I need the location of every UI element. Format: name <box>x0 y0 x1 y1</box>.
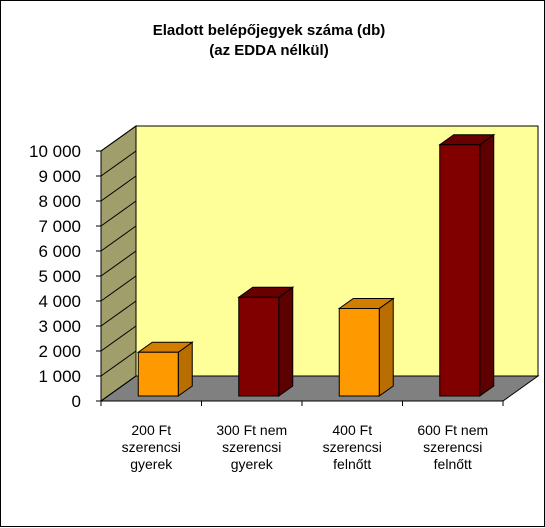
bar-front <box>338 308 380 397</box>
y-tick-label: 6 000 <box>38 242 81 261</box>
chart-title: Eladott belépőjegyek száma (db) <box>153 22 386 39</box>
y-gridline <box>100 350 137 377</box>
bars <box>136 133 496 397</box>
y-tick-label: 10 000 <box>29 142 81 161</box>
y-gridline <box>100 275 137 302</box>
y-gridline <box>100 225 137 252</box>
y-gridline <box>100 375 137 402</box>
x-tick-label: 400 Ft szerencsi felnőtt <box>323 422 382 472</box>
bar-front <box>137 351 179 397</box>
x-axis: 200 Ft szerencsi gyerek 300 Ft nem szerencsi… <box>100 400 504 472</box>
plot-walls <box>99 125 540 402</box>
bar-side <box>378 297 394 397</box>
chart-subtitle: (az EDDA nélkül) <box>209 42 328 59</box>
y-gridline <box>100 125 137 152</box>
y-tick-label: 0 <box>72 392 81 411</box>
x-tick-label: 300 Ft nem szerencsi gyerek <box>216 422 287 472</box>
bar-front <box>439 144 481 397</box>
y-tick-label: 9 000 <box>38 167 81 186</box>
bar-front <box>238 296 280 397</box>
y-tick-label: 2 000 <box>38 342 81 361</box>
x-tick-label: 200 Ft szerencsi gyerek <box>122 422 181 472</box>
bar <box>237 286 295 397</box>
y-tick-label: 1 000 <box>38 367 81 386</box>
x-tick-label: 600 Ft nem szerencsi felnőtt <box>417 422 488 472</box>
y-gridline <box>100 250 137 277</box>
y-gridline <box>100 175 137 202</box>
y-tick-label: 5 000 <box>38 267 81 286</box>
bar-side <box>278 286 294 397</box>
y-gridline <box>100 200 137 227</box>
y-gridline <box>100 325 137 352</box>
y-gridline <box>100 150 137 177</box>
bar-side <box>479 133 495 397</box>
y-tick-label: 8 000 <box>38 192 81 211</box>
bar <box>136 341 194 397</box>
bar <box>438 133 496 397</box>
y-axis: 0 1 000 2 000 3 000 4 000 5 000 6 000 7 000 8 00… <box>29 125 137 411</box>
y-tick-label: 3 000 <box>38 317 81 336</box>
y-tick-label: 7 000 <box>38 217 81 236</box>
y-tick-label: 4 000 <box>38 292 81 311</box>
bar <box>337 297 395 397</box>
y-gridline <box>100 300 137 327</box>
